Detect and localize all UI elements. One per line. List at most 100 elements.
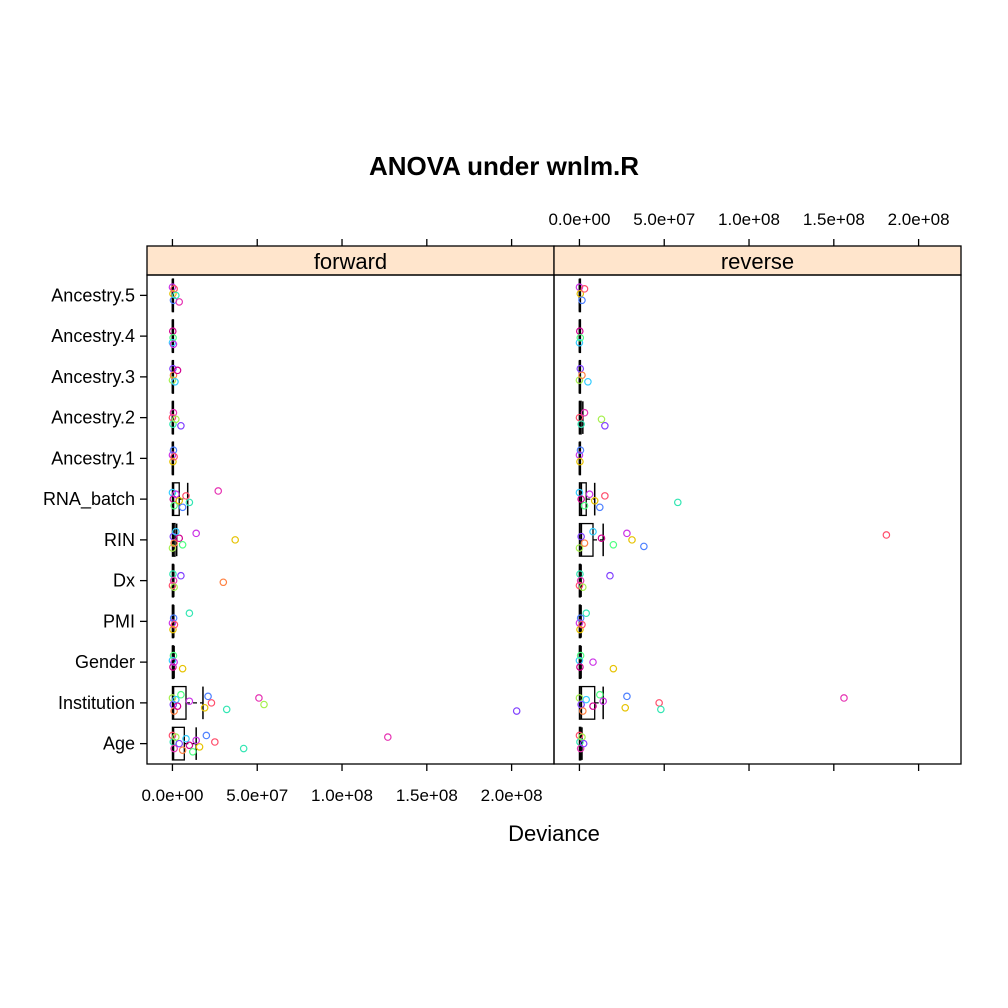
x-tick-label-top: 2.0e+08 (888, 210, 950, 229)
data-point (169, 340, 178, 349)
data-point (576, 333, 585, 342)
data-point (599, 697, 607, 706)
data-point (177, 690, 185, 699)
data-point (175, 496, 184, 505)
data-point (171, 377, 179, 386)
data-point (576, 625, 584, 634)
x-tick-label-top: 5.0e+07 (633, 210, 695, 229)
data-point (582, 609, 591, 618)
data-point (170, 744, 178, 753)
points-Ancestry.2 (575, 408, 609, 430)
x-tick-label-bottom: 5.0e+07 (226, 786, 288, 805)
box-RNA_batch (578, 482, 596, 517)
data-point (211, 738, 219, 746)
points-Ancestry.1 (168, 446, 178, 466)
points-Gender (168, 651, 187, 673)
points-Ancestry.1 (575, 446, 585, 466)
data-point (169, 663, 177, 671)
data-point (579, 739, 588, 748)
data-point (169, 408, 178, 417)
chart-title: ANOVA under wnlm.R (369, 151, 639, 181)
data-point (178, 503, 187, 512)
box-iqr (578, 482, 587, 517)
x-tick-label-top: 1.5e+08 (803, 210, 865, 229)
y-tick-label-Ancestry.5: Ancestry.5 (51, 285, 135, 305)
box-Ancestry.2 (578, 400, 584, 435)
y-tick-label-Institution: Institution (58, 693, 135, 713)
data-point (231, 536, 239, 544)
data-point (207, 699, 216, 707)
data-point (188, 747, 197, 756)
data-point (589, 527, 597, 536)
points-Ancestry.3 (575, 364, 592, 386)
points-RNA_batch (168, 487, 223, 512)
y-tick-label-Ancestry.2: Ancestry.2 (51, 408, 135, 428)
points-Ancestry.3 (168, 364, 182, 386)
panel-strip-label: reverse (721, 249, 794, 274)
data-point (576, 576, 585, 585)
data-point (172, 490, 180, 499)
data-point (579, 583, 587, 591)
data-point (195, 743, 204, 751)
y-tick-label-Age: Age (103, 734, 135, 754)
data-point (170, 583, 178, 591)
data-point (601, 492, 609, 500)
data-point (590, 496, 599, 505)
data-point (601, 421, 609, 430)
data-point (640, 542, 648, 551)
data-point (200, 703, 209, 712)
data-point (655, 699, 663, 707)
points-Gender (575, 651, 618, 673)
y-tick-label-Ancestry.4: Ancestry.4 (51, 326, 135, 346)
data-point (582, 695, 591, 704)
x-tick-label-bottom: 0.0e+00 (141, 786, 203, 805)
plot-layer: forward 0.0e+00 5.0e+07 1.0e+08 1.5e+08 2.0e+… (43, 210, 962, 805)
data-point (170, 658, 178, 666)
data-point (585, 490, 594, 499)
data-point (169, 457, 177, 466)
data-point (623, 529, 631, 538)
points-RNA_batch (575, 488, 682, 512)
data-point (609, 540, 618, 549)
data-point (170, 452, 178, 461)
points-RIN (575, 527, 891, 552)
data-point (204, 692, 212, 701)
box-Dx (578, 563, 582, 598)
data-point (192, 736, 200, 745)
points-Ancestry.4 (168, 327, 178, 349)
points-Ancestry.5 (168, 283, 184, 306)
data-point (175, 298, 184, 306)
data-point (578, 371, 586, 380)
points-Dx (168, 570, 228, 591)
data-point (579, 707, 587, 715)
data-point (169, 625, 177, 634)
x-axis-label: Deviance (508, 821, 600, 846)
data-point (577, 495, 585, 503)
data-point (609, 664, 618, 673)
points-Ancestry.4 (575, 327, 585, 347)
data-point (882, 531, 891, 539)
data-point (168, 544, 177, 552)
box-Gender (578, 645, 582, 680)
data-point (185, 498, 194, 507)
data-point (260, 700, 268, 709)
data-point (168, 581, 177, 590)
y-tick-label-Ancestry.3: Ancestry.3 (51, 367, 135, 387)
data-point (172, 733, 180, 741)
data-point (170, 539, 178, 547)
points-PMI (168, 609, 194, 634)
data-point (589, 658, 597, 666)
points-Age (575, 731, 588, 753)
box-Gender (171, 645, 175, 680)
data-point (222, 705, 231, 714)
data-point (621, 703, 630, 712)
data-point (597, 415, 606, 424)
points-Institution (575, 690, 848, 715)
data-point (584, 377, 592, 386)
data-point (192, 529, 200, 538)
data-point (576, 663, 584, 671)
points-RIN (168, 527, 239, 552)
data-point (576, 651, 585, 660)
data-point (239, 744, 248, 753)
x-tick-label-top: 1.0e+08 (718, 210, 780, 229)
